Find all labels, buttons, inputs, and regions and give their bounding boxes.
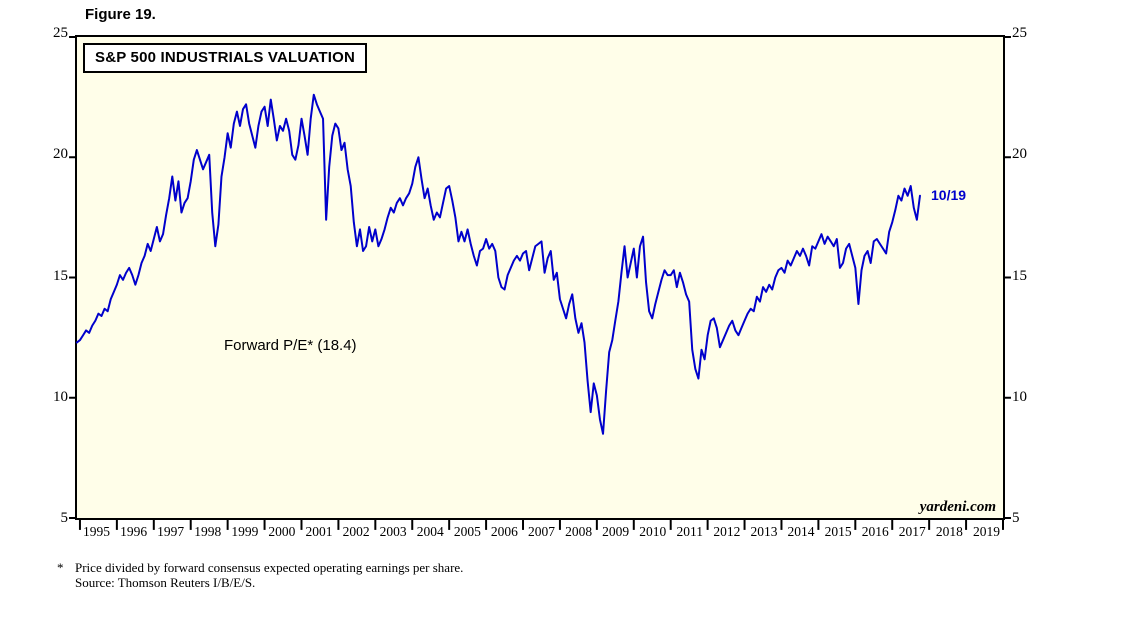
x-axis-label: 2003 bbox=[379, 524, 407, 539]
x-axis-label: 2008 bbox=[565, 524, 593, 539]
x-axis-label: 2012 bbox=[713, 524, 741, 539]
y-axis-label-right: 20 bbox=[1012, 146, 1027, 163]
footnote-line1: Price divided by forward consensus expec… bbox=[75, 560, 464, 575]
y-axis-label-right: 15 bbox=[1012, 267, 1027, 284]
x-axis-label: 2001 bbox=[305, 524, 333, 539]
y-axis-label-left: 25 bbox=[53, 25, 68, 41]
footnote-asterisk: * bbox=[57, 560, 64, 575]
x-axis-label: 2017 bbox=[898, 524, 926, 539]
y-axis-label-right: 10 bbox=[1012, 388, 1027, 405]
x-axis-label: 2011 bbox=[676, 524, 704, 539]
x-axis-label: 2004 bbox=[416, 524, 444, 539]
x-axis-label: 2015 bbox=[824, 524, 852, 539]
y-axis-label-right: 25 bbox=[1012, 25, 1027, 41]
x-axis-label: 2014 bbox=[787, 524, 815, 539]
x-axis-label: 2006 bbox=[490, 524, 518, 539]
series-annotation: Forward P/E* (18.4) bbox=[224, 337, 357, 354]
latest-point-label: 10/19 bbox=[931, 187, 967, 203]
x-axis-label: 2000 bbox=[268, 524, 296, 539]
footnote: * Price divided by forward consensus exp… bbox=[57, 560, 463, 590]
y-axis-label-right: 5 bbox=[1012, 510, 1020, 526]
x-axis-label: 2016 bbox=[861, 524, 889, 539]
forward-pe-line bbox=[75, 93, 921, 435]
x-axis-label: 2018 bbox=[935, 524, 963, 539]
figure-label: Figure 19. bbox=[85, 6, 156, 23]
x-axis-label: 1999 bbox=[231, 524, 259, 539]
x-axis-label: 1998 bbox=[194, 524, 222, 539]
x-axis-label: 2002 bbox=[342, 524, 370, 539]
x-axis-label: 2013 bbox=[750, 524, 778, 539]
chart-canvas bbox=[69, 36, 1011, 530]
y-axis-label-left: 10 bbox=[53, 388, 68, 405]
x-axis-label: 1995 bbox=[83, 524, 110, 539]
y-axis-label-left: 5 bbox=[60, 510, 69, 526]
chart-title: S&P 500 INDUSTRIALS VALUATION bbox=[83, 43, 368, 73]
chart-plot-area: S&P 500 INDUSTRIALS VALUATION Forward P/… bbox=[69, 35, 1011, 530]
footnote-line2: Source: Thomson Reuters I/B/E/S. bbox=[75, 575, 256, 590]
x-axis-label: 2007 bbox=[527, 524, 555, 539]
x-axis-label: 2010 bbox=[639, 524, 667, 539]
y-axis-label-left: 15 bbox=[53, 267, 68, 284]
x-axis-label: 1997 bbox=[157, 524, 185, 539]
x-axis-label: 2019 bbox=[972, 524, 1000, 539]
watermark-yardeni: yardeni.com bbox=[919, 499, 996, 515]
x-axis-label: 2009 bbox=[602, 524, 630, 539]
x-axis-label: 2005 bbox=[453, 524, 481, 539]
y-axis-label-left: 20 bbox=[53, 146, 68, 163]
x-axis-label: 1996 bbox=[120, 524, 148, 539]
